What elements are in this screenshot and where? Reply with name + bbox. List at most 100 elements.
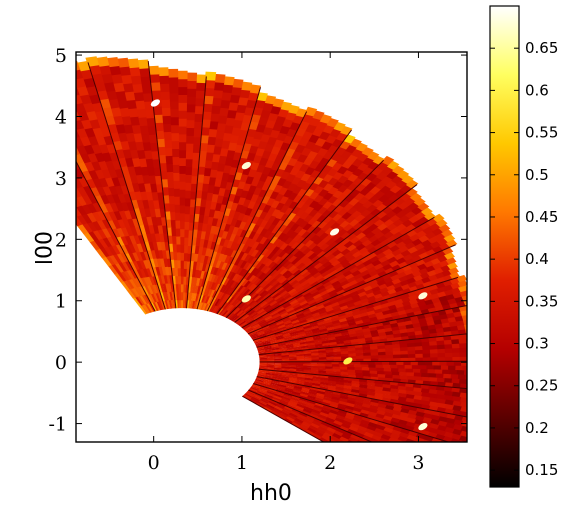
heatmap-cell bbox=[420, 207, 433, 216]
heatmap-cell bbox=[310, 244, 321, 253]
heatmap-cell bbox=[344, 414, 356, 421]
heatmap-cell bbox=[452, 454, 464, 462]
heatmap-cell bbox=[245, 215, 255, 225]
heatmap-cell bbox=[218, 268, 225, 277]
heatmap-cell bbox=[336, 295, 346, 302]
heatmap-cell bbox=[459, 356, 467, 362]
heatmap-cell bbox=[444, 377, 453, 383]
heatmap-cell bbox=[318, 352, 327, 356]
heatmap-cell bbox=[272, 183, 283, 193]
heatmap-cell bbox=[228, 313, 237, 320]
heatmap-cell bbox=[377, 373, 387, 378]
heatmap-cell bbox=[272, 255, 282, 264]
heatmap-cell bbox=[355, 352, 365, 357]
heatmap-cell bbox=[436, 393, 447, 400]
heatmap-cell bbox=[451, 343, 461, 349]
heatmap-cell bbox=[209, 266, 216, 275]
heatmap-cell bbox=[47, 87, 61, 98]
heatmap-cell bbox=[316, 320, 327, 326]
heatmap-cell bbox=[324, 363, 333, 367]
heatmap-cell bbox=[342, 269, 353, 277]
heatmap-cell bbox=[174, 204, 180, 213]
heatmap-cell bbox=[247, 282, 257, 291]
heatmap-cell bbox=[204, 79, 216, 89]
heatmap-cell bbox=[247, 329, 256, 334]
heatmap-cell bbox=[308, 390, 318, 396]
heatmap-cell bbox=[286, 182, 298, 192]
colorbar-tick-label: 0.6 bbox=[525, 81, 549, 99]
heatmap-cell bbox=[354, 456, 365, 463]
heatmap-cell bbox=[176, 243, 181, 253]
heatmap-cell bbox=[3, 98, 18, 110]
heatmap-cell bbox=[476, 429, 487, 436]
heatmap-cell bbox=[289, 356, 298, 359]
heatmap-cell bbox=[257, 201, 267, 211]
heatmap-cell bbox=[303, 419, 314, 426]
heatmap-cell bbox=[54, 135, 67, 146]
heatmap-cell bbox=[44, 146, 57, 157]
heatmap-cell bbox=[205, 288, 211, 296]
heatmap-cell bbox=[237, 250, 246, 259]
heatmap-cell bbox=[258, 350, 267, 354]
colorbar-tick-label: 0.25 bbox=[525, 377, 558, 395]
heatmap-cell bbox=[422, 353, 432, 358]
heatmap-cell bbox=[183, 268, 187, 277]
heatmap-cell bbox=[410, 361, 419, 366]
heatmap-cell bbox=[455, 444, 467, 452]
heatmap-cell bbox=[284, 236, 294, 245]
heatmap-cell bbox=[243, 106, 255, 116]
heatmap-cell bbox=[436, 339, 446, 346]
heatmap-cell bbox=[112, 210, 123, 221]
heatmap-cell bbox=[316, 250, 327, 258]
heatmap-cell bbox=[283, 283, 293, 291]
heatmap-cell bbox=[332, 283, 343, 290]
heatmap-cell bbox=[320, 421, 332, 428]
heatmap-cell bbox=[264, 188, 275, 198]
heatmap-cell bbox=[429, 332, 439, 338]
heatmap-cell bbox=[159, 208, 166, 218]
heatmap-cell bbox=[230, 314, 239, 321]
heatmap-cell bbox=[307, 393, 318, 398]
heatmap-cell bbox=[301, 257, 312, 265]
bragg-peak bbox=[241, 295, 251, 303]
heatmap-cell bbox=[275, 392, 285, 397]
heatmap-cell bbox=[175, 228, 181, 237]
heatmap-cell bbox=[413, 390, 424, 397]
heatmap-cell bbox=[299, 202, 311, 212]
heatmap-cell bbox=[323, 394, 334, 399]
heatmap-cell bbox=[451, 338, 461, 345]
heatmap-cell bbox=[321, 209, 333, 218]
heatmap-cell bbox=[136, 295, 145, 306]
heatmap-cell bbox=[76, 206, 82, 217]
heatmap-cell bbox=[275, 286, 285, 293]
heatmap-cell bbox=[413, 387, 423, 393]
heatmap-cell bbox=[270, 225, 281, 234]
heatmap-cell bbox=[450, 459, 462, 467]
heatmap-cell bbox=[245, 262, 254, 271]
heatmap-cell bbox=[29, 149, 43, 160]
heatmap-cell bbox=[316, 318, 326, 324]
heatmap-cell bbox=[295, 382, 306, 386]
heatmap-cell bbox=[271, 380, 281, 385]
heatmap-cell bbox=[275, 240, 286, 248]
heatmap-cell bbox=[415, 432, 428, 440]
heatmap-cell bbox=[474, 342, 483, 348]
heatmap-cell bbox=[378, 357, 387, 362]
heatmap-cell bbox=[154, 284, 161, 294]
heatmap-cell bbox=[264, 305, 274, 312]
heatmap-cell bbox=[394, 298, 405, 305]
heatmap-cell bbox=[258, 371, 268, 375]
heatmap-cell bbox=[105, 193, 116, 204]
heatmap-cell bbox=[287, 264, 298, 272]
heatmap-cell bbox=[143, 149, 153, 160]
heatmap-cell bbox=[267, 335, 277, 339]
heatmap-cell bbox=[400, 353, 409, 358]
heatmap-cell bbox=[409, 192, 422, 202]
heatmap-cell bbox=[313, 281, 324, 289]
heatmap-cell bbox=[319, 411, 330, 418]
heatmap-cell bbox=[414, 345, 424, 351]
heatmap-cell bbox=[382, 383, 392, 389]
heatmap-cell bbox=[310, 290, 321, 297]
wedge-separator bbox=[241, 216, 435, 329]
heatmap-cell bbox=[313, 316, 323, 322]
